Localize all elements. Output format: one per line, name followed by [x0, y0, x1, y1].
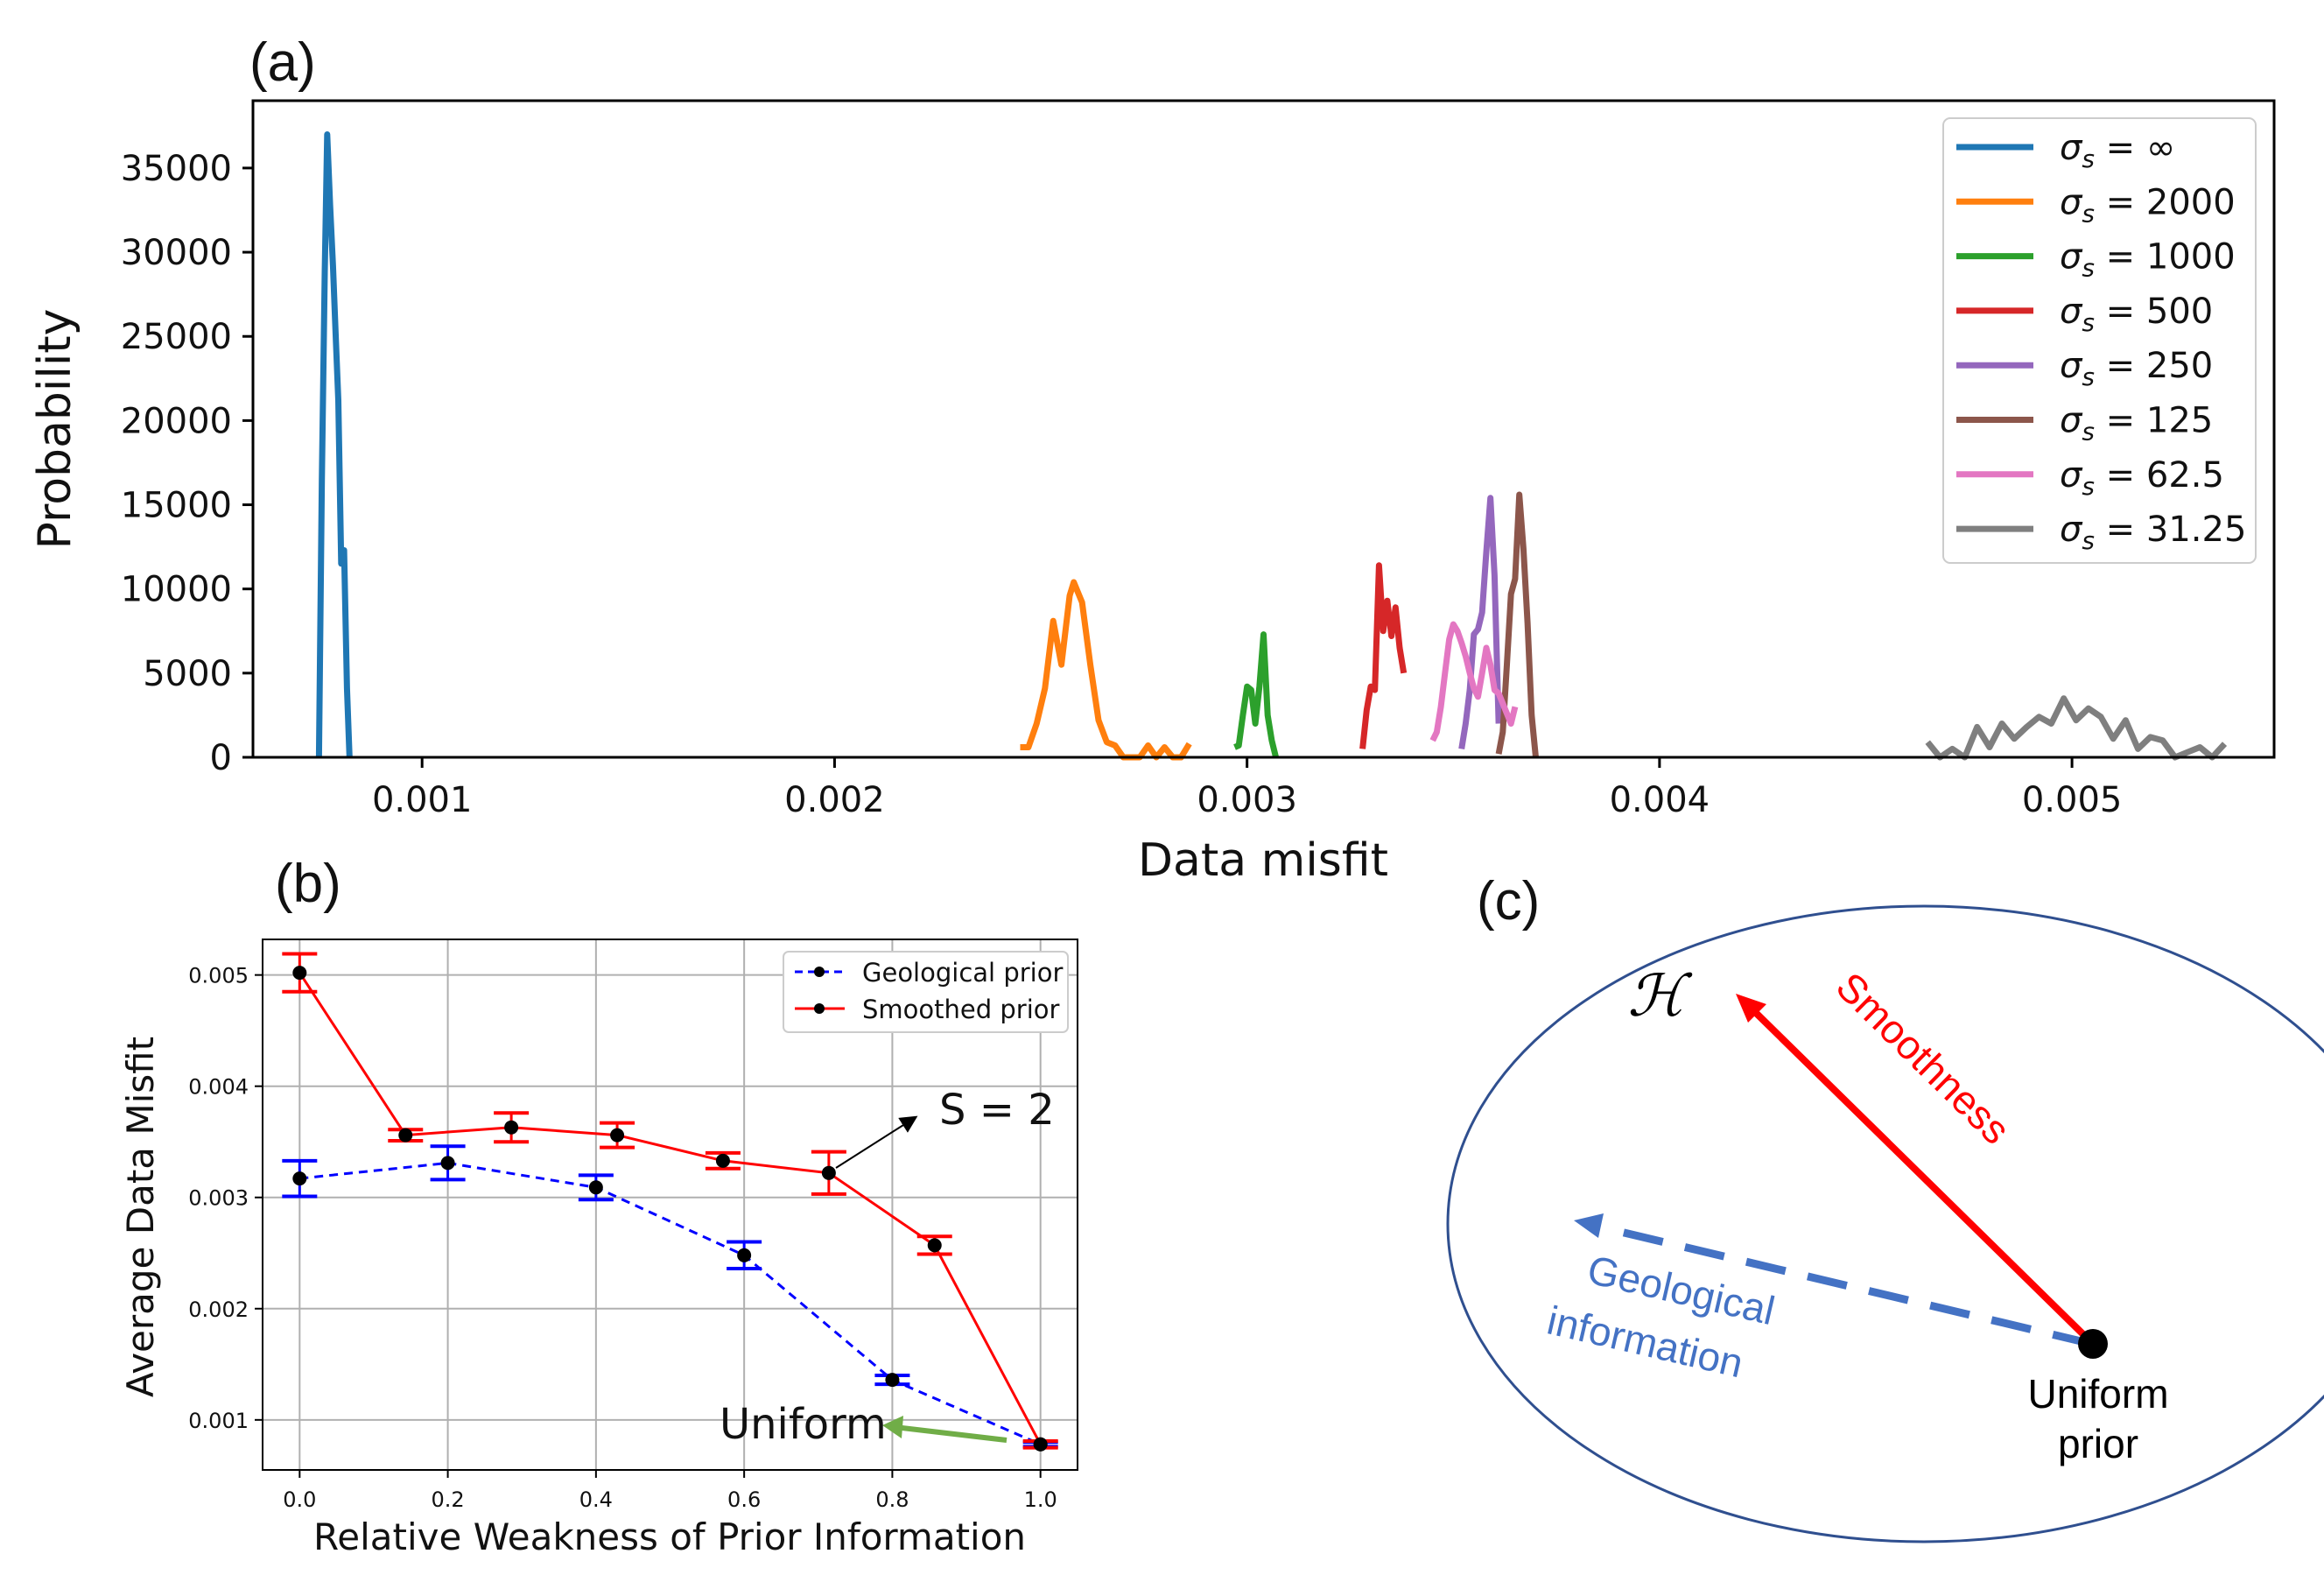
chart-b-point — [715, 1153, 730, 1168]
chart-b-xtick-label: 0.8 — [875, 1487, 909, 1512]
chart-b-ytick-label: 0.004 — [188, 1075, 249, 1100]
chart-a-series-line-3 — [1359, 562, 1408, 749]
geological-arrow — [1600, 1223, 2094, 1348]
legend-smoothed-label: Smoothed prior — [862, 995, 1059, 1024]
chart-b-xtick-label: 0.6 — [727, 1487, 761, 1512]
chart-a-xticks: 0.001 0.002 0.003 0.004 0.005 — [372, 757, 2122, 820]
annotation-uniform-arrowhead — [882, 1416, 903, 1438]
uniform-prior-label-line1: Uniform — [2027, 1371, 2168, 1417]
chart-a-legend-box — [1942, 117, 2257, 564]
chart-a-legend-label-3: σs = 500 — [2060, 292, 2213, 337]
chart-b-ytick-label: 0.005 — [188, 964, 249, 988]
chart-a-xtick-label: 0.001 — [372, 780, 473, 820]
chart-a-ylabel: Probability — [29, 309, 81, 550]
diagram-c: ℋ Smoothness Geological information Unif… — [1446, 904, 2324, 1543]
chart-b-ylabel: Average Data Misfit — [119, 1037, 162, 1397]
chart-a-legend-label-5: σs = 125 — [2060, 401, 2213, 446]
panel-label-b: (b) — [275, 854, 341, 914]
chart-b: 0.0 0.2 0.4 0.6 0.8 1.0 0.0010.0020.0030.0040… — [119, 939, 1078, 1558]
chart-b-point — [440, 1156, 455, 1171]
chart-a-legend-label-4: σs = 250 — [2060, 346, 2213, 391]
legend-geological-label: Geological prior — [862, 958, 1063, 988]
chart-a-legend-label-1: σs = 2000 — [2060, 182, 2236, 228]
chart-b-point — [885, 1373, 900, 1388]
chart-b-point — [588, 1180, 603, 1195]
chart-a-series-line-5 — [1495, 491, 1539, 758]
chart-b-point — [821, 1165, 836, 1180]
smoothness-arrow — [1750, 1007, 2096, 1346]
chart-a-ytick-label: 0 — [210, 738, 232, 778]
chart-b-series-line-1 — [298, 972, 1043, 1445]
smoothness-label: Smoothness — [1828, 963, 2019, 1152]
chart-a-series-line-2 — [1233, 631, 1279, 758]
annotation-s2-arrow — [835, 1115, 918, 1169]
chart-b-point — [292, 966, 307, 981]
chart-b-xtick-label: 1.0 — [1024, 1487, 1057, 1512]
chart-b-xtick-label: 0.0 — [283, 1487, 316, 1512]
chart-b-xtick-label: 0.2 — [432, 1487, 465, 1512]
legend-geological-marker — [814, 967, 825, 977]
chart-b-yticks: 0.001 0.002 0.003 0.004 0.005 — [188, 964, 263, 1433]
chart-a-series-line-1 — [1020, 579, 1192, 761]
hypothesis-space-ellipse — [1446, 904, 2324, 1543]
chart-a-yticks: 0 5000 10000 15000 20000 25000 30000 35000 — [121, 149, 253, 778]
chart-b-ytick-label: 0.003 — [188, 1186, 249, 1211]
chart-a-legend-label-6: σs = 62.5 — [2060, 455, 2224, 501]
chart-b-series-line-0 — [299, 1161, 1042, 1446]
annotation-uniform-arrow — [894, 1424, 1008, 1443]
chart-a-ytick-label: 25000 — [121, 317, 232, 357]
chart-b-point — [398, 1128, 413, 1143]
chart-b-point — [1033, 1437, 1048, 1452]
chart-a-legend-label-7: σs = 31.25 — [2060, 510, 2246, 555]
hypothesis-space-label: ℋ — [1627, 962, 1693, 1030]
chart-b-ytick-label: 0.002 — [188, 1297, 249, 1322]
chart-a-series-line-0 — [315, 131, 353, 758]
chart-a-series — [315, 131, 2228, 761]
chart-a-legend: σs = ∞ σs = 2000 σs = 1000 σs = 500 σs = 250… — [1942, 117, 2257, 564]
panel-label-a: (a) — [249, 32, 316, 93]
chart-a-frame — [251, 99, 2276, 759]
chart-a-ytick-label: 20000 — [121, 401, 232, 441]
chart-a-xtick-label: 0.004 — [1610, 780, 1710, 820]
chart-a-xtick-label: 0.002 — [784, 780, 885, 820]
chart-b-xticks: 0.0 0.2 0.4 0.6 0.8 1.0 — [283, 1470, 1057, 1512]
annotation-s2: S = 2 — [939, 1086, 1055, 1135]
chart-b-xlabel: Relative Weakness of Prior Information — [313, 1515, 1026, 1558]
chart-a-xtick-label: 0.005 — [2022, 780, 2123, 820]
geological-arrowhead — [1574, 1213, 1604, 1238]
chart-b-legend: Geological prior Smoothed prior — [783, 951, 1069, 1033]
chart-b-series — [282, 952, 1058, 1452]
chart-a-ytick-label: 10000 — [121, 570, 232, 610]
legend-smoothed-marker — [814, 1003, 825, 1014]
chart-a-ytick-label: 30000 — [121, 233, 232, 273]
smoothness-arrowhead — [1736, 994, 1766, 1023]
chart-a-series-line-4 — [1458, 495, 1502, 749]
chart-a: 0.001 0.002 0.003 0.004 0.005 0 5000 10000 1500… — [29, 99, 2276, 887]
chart-b-point — [504, 1120, 519, 1135]
uniform-prior-label-line2: prior — [2058, 1421, 2138, 1466]
chart-b-point — [292, 1171, 307, 1186]
chart-b-ytick-label: 0.001 — [188, 1409, 249, 1433]
chart-a-legend-label-0: σs = ∞ — [2060, 128, 2175, 173]
chart-b-point — [737, 1248, 752, 1262]
chart-b-legend-box — [783, 951, 1069, 1033]
chart-a-xtick-label: 0.003 — [1197, 780, 1297, 820]
chart-a-series-line-6 — [1429, 621, 1519, 742]
chart-a-ytick-label: 5000 — [143, 654, 232, 694]
annotation-uniform: Uniform — [720, 1400, 887, 1449]
chart-b-frame — [262, 939, 1078, 1471]
uniform-prior-point — [2078, 1329, 2108, 1359]
chart-a-xlabel: Data misfit — [1138, 834, 1388, 887]
chart-a-series-line-7 — [1925, 695, 2228, 761]
panel-label-c: (c) — [1477, 871, 1540, 932]
chart-a-ytick-label: 15000 — [121, 486, 232, 526]
chart-b-xtick-label: 0.4 — [579, 1487, 613, 1512]
chart-b-point — [610, 1128, 625, 1143]
chart-a-legend-label-2: σs = 1000 — [2060, 237, 2236, 283]
chart-a-ytick-label: 35000 — [121, 149, 232, 189]
chart-b-point — [927, 1238, 942, 1253]
